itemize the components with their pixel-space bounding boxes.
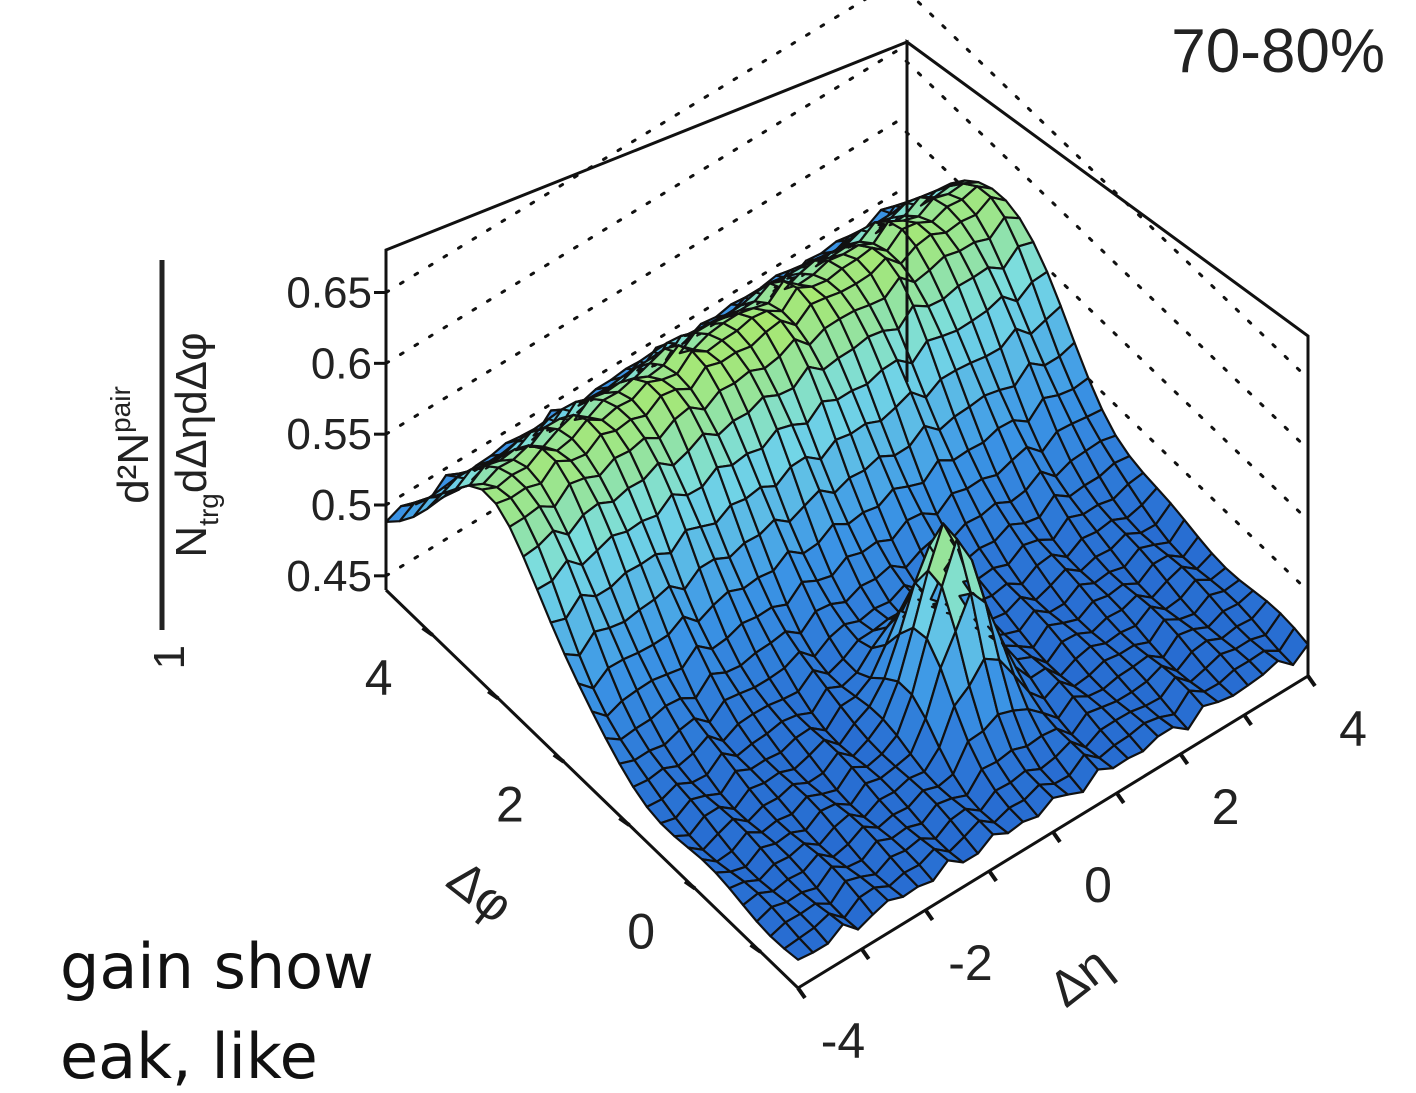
y-tick: [618, 816, 631, 827]
x-axis-label: Δη: [1038, 936, 1121, 1018]
x-tick: [796, 986, 807, 1000]
z-label-numerator: d²N: [109, 433, 158, 504]
surface-plot: 0.45 0.5 0.55 0.6 0.65 0 2 4 -4 -2 0 2 4 70-80% Δη Δ…: [105, 0, 1385, 1062]
z-label-denominator-sub: trg: [193, 493, 224, 526]
z-tick-label: 0.5: [311, 481, 372, 530]
caption-line-1: gain show: [60, 930, 374, 1003]
z-grid-line: [384, 120, 1310, 522]
surface-mesh: [384, 179, 1310, 961]
z-label-denominator-prefix: N: [167, 526, 216, 558]
z-grid-line: [384, 191, 1310, 593]
x-tick-label: 0: [1084, 857, 1112, 913]
y-tick: [421, 626, 434, 637]
x-tick: [923, 908, 935, 922]
panel-label: 70-80%: [1171, 17, 1385, 86]
x-tick-label: -4: [821, 1013, 865, 1061]
z-label-denominator-rest: dΔηdΔφ: [167, 332, 216, 493]
caption-line-2: eak, like: [60, 1020, 318, 1093]
y-tick-label: 4: [365, 650, 393, 706]
x-tick: [1051, 830, 1062, 844]
x-tick: [1306, 674, 1317, 688]
y-tick: [552, 753, 565, 764]
y-tick: [487, 689, 500, 701]
x-tick: [1242, 713, 1253, 727]
svg-text:NtrgdΔηdΔφ: NtrgdΔηdΔφ: [167, 332, 224, 557]
z-label-prefactor: 1: [145, 645, 194, 669]
z-tick-label: 0.65: [286, 269, 372, 318]
axes-lines: [374, 42, 1317, 1000]
z-axis-label: d²Npair NtrgdΔηdΔφ 1: [105, 260, 224, 669]
y-tick: [749, 943, 762, 954]
y-tick: [683, 879, 697, 891]
y-tick-label: 2: [496, 777, 524, 833]
x-tick: [987, 869, 998, 883]
z-label-numerator-sup: pair: [105, 386, 136, 433]
x-tick: [860, 947, 871, 961]
x-tick-label: 4: [1339, 701, 1367, 757]
z-tick-label: 0.6: [311, 339, 372, 388]
z-grid-line: [384, 49, 1310, 451]
surface-cell: [1278, 626, 1310, 667]
y-axis-label: Δφ: [437, 849, 523, 934]
x-tick-label: 2: [1212, 779, 1240, 835]
x-tick-label: -2: [948, 935, 992, 991]
x-tick: [1178, 752, 1190, 766]
z-tick-label: 0.55: [286, 410, 372, 459]
tick-labels: 0.45 0.5 0.55 0.6 0.65 0 2 4 -4 -2 0 2 4: [286, 269, 1367, 1062]
floor-edge-phi: [384, 588, 800, 990]
svg-text:d²Npair: d²Npair: [105, 386, 158, 504]
y-tick-label: 0: [627, 904, 655, 960]
x-tick: [1115, 791, 1126, 805]
z-tick-label: 0.45: [286, 552, 372, 601]
